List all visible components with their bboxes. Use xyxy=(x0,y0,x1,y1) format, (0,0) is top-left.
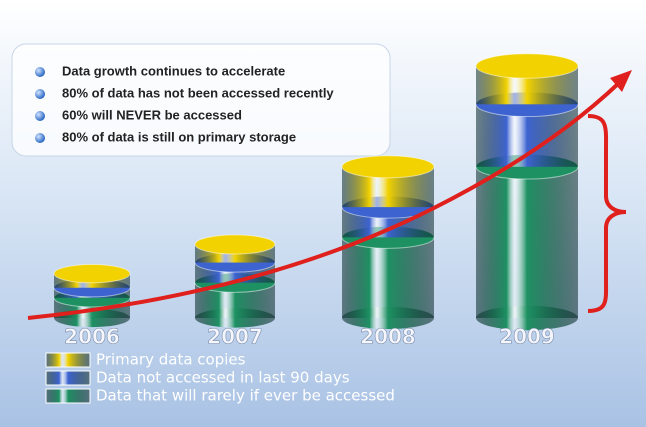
x-tick-label: 2006 xyxy=(64,325,120,349)
bullet xyxy=(35,67,45,77)
bullet-text: 80% of data is still on primary storage xyxy=(62,129,296,144)
bullet-text: 60% will NEVER be accessed xyxy=(62,107,242,122)
legend-label: Data that will rarely if ever be accesse… xyxy=(96,387,395,405)
bullet-text: Data growth continues to accelerate xyxy=(62,63,285,78)
x-tick-label: 2009 xyxy=(499,325,555,349)
bullet xyxy=(35,111,45,121)
segment-top xyxy=(54,265,130,283)
segment-top xyxy=(476,54,578,78)
bullet xyxy=(35,133,45,143)
legend-label: Primary data copies xyxy=(96,351,246,369)
legend-swatch xyxy=(46,371,90,385)
bullet xyxy=(35,89,45,99)
bar-segment xyxy=(476,167,578,318)
x-tick-label: 2007 xyxy=(207,325,263,349)
legend-swatch xyxy=(46,389,90,403)
x-tick-label: 2008 xyxy=(360,325,416,349)
segment-top xyxy=(342,156,434,178)
legend-label: Data not accessed in last 90 days xyxy=(96,369,350,387)
bar-segment xyxy=(342,237,434,318)
segment-top xyxy=(195,235,275,254)
page: {"chart_data": {"type": "bar", "stacked"… xyxy=(0,0,646,427)
bullet-text: 80% of data has not been accessed recent… xyxy=(62,85,334,100)
chart: Data growth continues to accelerate 80% o… xyxy=(0,0,646,427)
legend-swatch xyxy=(46,353,90,367)
